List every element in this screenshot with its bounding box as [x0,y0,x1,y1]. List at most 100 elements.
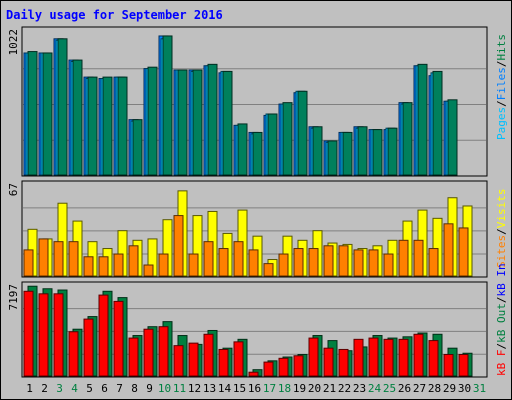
bar-hits-hits-day-7 [117,76,128,176]
x-tick-label-day-25: 25 [383,382,396,395]
bar-kbytes-kb-f-day-15 [233,341,244,377]
x-tick-label-day-12: 12 [188,382,201,395]
bar-hits-hits-day-6 [102,76,113,176]
bar-visits-sites-day-4 [68,241,79,277]
bar-visits-sites-day-12 [188,253,199,277]
bar-visits-sites-day-3 [53,241,64,277]
panel-kbytes: 7197 [7,281,488,378]
bar-kbytes-kb-f-day-2 [38,293,49,377]
x-tick-label-day-30: 30 [458,382,471,395]
bar-kbytes-kb-f-day-28 [428,340,439,377]
x-tick-label-day-28: 28 [428,382,441,395]
x-tick-label-day-23: 23 [353,382,366,395]
bar-kbytes-kb-f-day-6 [98,294,109,377]
bar-visits-sites-day-30 [458,227,469,277]
bar-kbytes-kb-f-day-16 [248,371,259,377]
bar-visits-sites-day-28 [428,248,439,277]
x-tick-label-day-10: 10 [158,382,171,395]
legend-entry: kB F [495,350,508,377]
x-tick-label-day-7: 7 [116,382,123,395]
legend-entry: Visits [495,189,508,229]
bar-kbytes-kb-f-day-30 [458,354,469,377]
bar-hits-hits-day-3 [57,38,68,176]
bar-kbytes-kb-f-day-7 [113,300,124,377]
bar-hits-hits-day-19 [297,90,308,176]
legend-entry: / [495,228,508,235]
x-axis-labels: 1 2 3 4 5 6 7 8 9 10 11 12 13 14 15 16 17 18 19 20 21 22 23 24 2… [26,382,486,395]
bar-kbytes-kb-f-day-10 [158,326,169,377]
bar-visits-sites-day-15 [233,241,244,277]
bar-hits-hits-day-2 [42,52,53,176]
x-tick-label-day-17: 17 [263,382,276,395]
x-tick-label-day-1: 1 [26,382,33,395]
bar-visits-sites-day-16 [248,249,259,277]
bar-hits-hits-day-16 [252,131,263,176]
bar-kbytes-kb-f-day-1 [23,290,34,377]
bar-visits-sites-day-14 [218,248,229,277]
x-tick-label-day-3: 3 [56,382,63,395]
bar-kbytes-kb-f-day-19 [293,355,304,377]
bar-visits-sites-day-5 [83,256,94,277]
bar-kbytes-kb-f-day-23 [353,338,364,377]
bar-visits-sites-day-19 [293,248,304,277]
bar-hits-hits-day-29 [447,99,458,176]
bar-hits-hits-day-27 [417,63,428,176]
legend-entry: Hits [495,34,508,61]
bar-kbytes-kb-f-day-9 [143,328,154,377]
legend-visits-panel: Sites/Visits [495,189,508,269]
bar-visits-sites-day-8 [128,245,139,277]
bar-hits-hits-day-1 [27,51,38,176]
bar-kbytes-kb-f-day-18 [278,357,289,377]
x-tick-label-day-19: 19 [293,382,306,395]
bar-hits-hits-day-11 [177,69,188,176]
y-max-label-kbytes: 7197 [7,284,20,311]
bar-hits-hits-day-8 [132,119,143,176]
legend-entry: / [495,61,508,68]
x-tick-label-day-31: 31 [473,382,486,395]
x-tick-label-day-8: 8 [131,382,138,395]
legend-entry: / [495,100,508,107]
x-tick-label-day-24: 24 [368,382,382,395]
bar-kbytes-kb-f-day-5 [83,318,94,377]
legend-entry: / [495,297,508,304]
x-tick-label-day-14: 14 [218,382,232,395]
x-tick-label-day-29: 29 [443,382,456,395]
bar-hits-hits-day-9 [147,66,158,176]
bar-hits-hits-day-10 [162,35,173,176]
legend-entry: Pages [495,107,508,140]
bar-kbytes-kb-f-day-4 [68,331,79,377]
panel-hits: 1022 [7,26,488,177]
bar-hits-hits-day-14 [222,70,233,176]
bar-visits-sites-day-1 [23,249,34,277]
bar-visits-sites-day-18 [278,253,289,277]
bar-hits-hits-day-12 [192,69,203,176]
bar-visits-sites-day-2 [38,238,49,277]
legend-hits-panel: Pages/Files/Hits [495,34,508,140]
legend-entry: / [495,343,508,350]
legend-entry: Files [495,67,508,100]
bar-kbytes-kb-f-day-22 [338,348,349,377]
y-max-label-visits: 67 [7,183,20,196]
bar-hits-hits-day-22 [342,131,353,176]
y-max-label-hits: 1022 [7,29,20,56]
bar-kbytes-kb-f-day-26 [398,338,409,377]
bar-hits-hits-day-17 [267,113,278,176]
chart-panels: 1022 67 7197 [7,26,488,378]
bar-kbytes-kb-f-day-29 [443,354,454,377]
bar-kbytes-kb-f-day-8 [128,337,139,377]
x-tick-label-day-5: 5 [86,382,93,395]
bar-hits-hits-day-13 [207,63,218,176]
x-tick-label-day-6: 6 [101,382,108,395]
bar-visits-sites-day-11 [173,215,184,277]
bar-kbytes-kb-f-day-17 [263,361,274,377]
legend-kbytes-panel: kB F/kB Out/kB In [495,263,508,376]
bar-visits-sites-day-20 [308,248,319,277]
bar-kbytes-kb-f-day-25 [383,338,394,377]
bar-hits-hits-day-24 [372,129,383,176]
bar-visits-sites-day-22 [338,245,349,277]
bar-visits-sites-day-9 [143,264,154,277]
bar-hits-hits-day-25 [387,127,398,176]
x-tick-label-day-4: 4 [71,382,78,395]
